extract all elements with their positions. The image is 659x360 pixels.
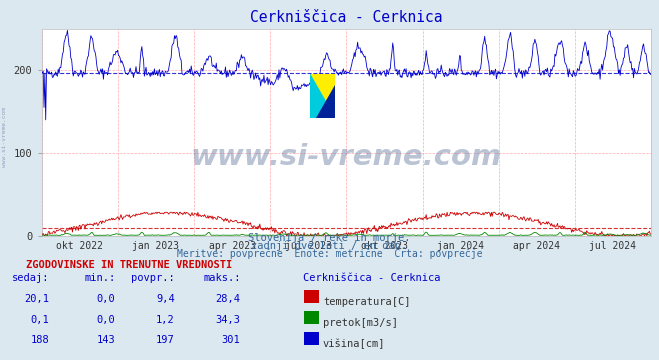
Text: 188: 188 [31, 336, 49, 346]
Text: sedaj:: sedaj: [12, 273, 49, 283]
Text: temperatura[C]: temperatura[C] [323, 297, 411, 307]
Text: maks.:: maks.: [203, 273, 241, 283]
Text: 1,2: 1,2 [156, 315, 175, 325]
Text: 34,3: 34,3 [215, 315, 241, 325]
Title: Cerkniščica - Cerknica: Cerkniščica - Cerknica [250, 10, 443, 25]
Text: Slovenija / reke in morje.: Slovenija / reke in morje. [248, 233, 411, 243]
Text: 0,0: 0,0 [97, 315, 115, 325]
Text: Cerkniščica - Cerknica: Cerkniščica - Cerknica [303, 273, 441, 283]
Polygon shape [316, 85, 335, 118]
Text: povpr.:: povpr.: [131, 273, 175, 283]
Polygon shape [310, 74, 335, 118]
Text: 143: 143 [97, 336, 115, 346]
Text: 0,1: 0,1 [31, 315, 49, 325]
Text: 0,0: 0,0 [97, 294, 115, 304]
Text: www.si-vreme.com: www.si-vreme.com [190, 143, 502, 171]
Polygon shape [310, 74, 335, 118]
Text: ZGODOVINSKE IN TRENUTNE VREDNOSTI: ZGODOVINSKE IN TRENUTNE VREDNOSTI [26, 260, 233, 270]
Text: Meritve: povprečne  Enote: metrične  Črta: povprečje: Meritve: povprečne Enote: metrične Črta:… [177, 247, 482, 259]
Text: 301: 301 [222, 336, 241, 346]
Text: min.:: min.: [84, 273, 115, 283]
Text: 9,4: 9,4 [156, 294, 175, 304]
Text: 20,1: 20,1 [24, 294, 49, 304]
Text: višina[cm]: višina[cm] [323, 338, 386, 348]
Text: www.si-vreme.com: www.si-vreme.com [2, 107, 7, 167]
Text: pretok[m3/s]: pretok[m3/s] [323, 318, 398, 328]
Text: zadnji dve leti / en dan.: zadnji dve leti / en dan. [251, 241, 408, 251]
Text: 197: 197 [156, 336, 175, 346]
Text: 28,4: 28,4 [215, 294, 241, 304]
